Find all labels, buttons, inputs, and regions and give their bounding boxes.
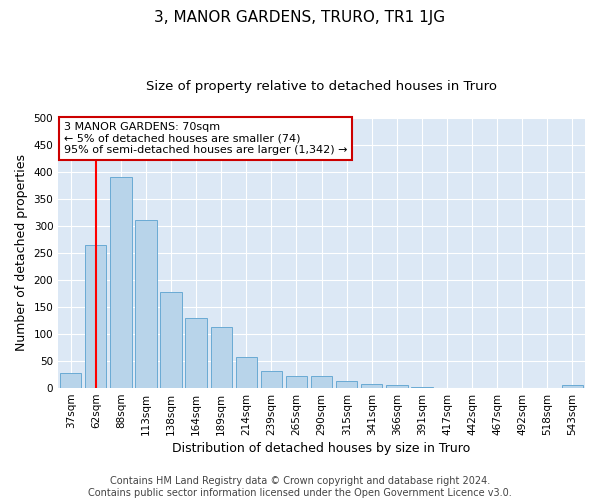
Bar (311, 376, 332, 388)
Bar (60, 373, 82, 388)
Bar (185, 318, 207, 388)
Bar (110, 177, 131, 388)
Bar (286, 376, 307, 388)
Bar (336, 381, 358, 388)
Bar (386, 386, 407, 388)
Bar (562, 386, 583, 388)
Y-axis label: Number of detached properties: Number of detached properties (15, 154, 28, 352)
Text: 3 MANOR GARDENS: 70sqm
← 5% of detached houses are smaller (74)
95% of semi-deta: 3 MANOR GARDENS: 70sqm ← 5% of detached … (64, 122, 347, 155)
Text: 3, MANOR GARDENS, TRURO, TR1 1JG: 3, MANOR GARDENS, TRURO, TR1 1JG (154, 10, 446, 25)
Bar (136, 220, 157, 388)
Bar (236, 358, 257, 388)
Title: Size of property relative to detached houses in Truro: Size of property relative to detached ho… (146, 80, 497, 93)
Bar (85, 245, 106, 388)
Text: Contains HM Land Registry data © Crown copyright and database right 2024.
Contai: Contains HM Land Registry data © Crown c… (88, 476, 512, 498)
X-axis label: Distribution of detached houses by size in Truro: Distribution of detached houses by size … (172, 442, 471, 455)
Bar (261, 371, 282, 388)
Bar (211, 327, 232, 388)
Bar (160, 292, 182, 388)
Bar (361, 384, 382, 388)
Bar (411, 387, 433, 388)
